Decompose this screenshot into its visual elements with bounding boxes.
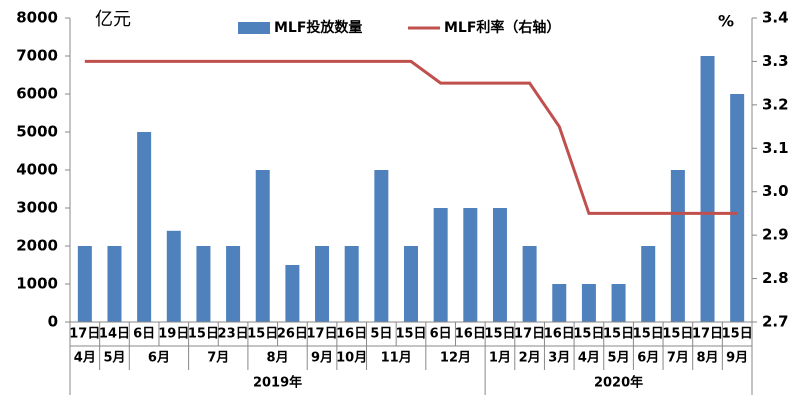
x-month-label: 8月 bbox=[267, 351, 289, 366]
x-day-label: 14日 bbox=[99, 327, 130, 342]
x-month-label: 4月 bbox=[74, 351, 96, 366]
legend-label: MLF利率（右轴） bbox=[444, 19, 560, 36]
x-month-label: 6月 bbox=[637, 351, 659, 366]
bar bbox=[700, 56, 715, 322]
y2-unit: % bbox=[718, 12, 734, 31]
x-day-label: 23日 bbox=[218, 327, 249, 342]
x-month-label: 2月 bbox=[519, 351, 541, 366]
y-tick-label: 6000 bbox=[16, 85, 58, 103]
bar bbox=[196, 246, 211, 322]
bar bbox=[137, 132, 152, 322]
x-day-label: 15日 bbox=[188, 327, 219, 342]
x-day-label: 19日 bbox=[158, 327, 189, 342]
x-day-label: 15日 bbox=[633, 327, 664, 342]
x-day-label: 6日 bbox=[430, 327, 452, 342]
x-month-label: 10月 bbox=[336, 351, 367, 366]
x-month-label: 11月 bbox=[381, 351, 412, 366]
x-day-label: 16日 bbox=[544, 327, 575, 342]
x-day-label: 17日 bbox=[514, 327, 545, 342]
x-day-label: 15日 bbox=[722, 327, 753, 342]
bar bbox=[255, 170, 270, 322]
x-month-label: 3月 bbox=[548, 351, 570, 366]
bar bbox=[344, 246, 359, 322]
y-tick-label: 4000 bbox=[16, 161, 58, 179]
x-month-label: 7月 bbox=[667, 351, 689, 366]
x-month-label: 9月 bbox=[726, 351, 748, 366]
x-month-label: 1月 bbox=[489, 351, 511, 366]
x-day-label: 15日 bbox=[484, 327, 515, 342]
x-day-label: 15日 bbox=[247, 327, 278, 342]
bar bbox=[285, 265, 300, 322]
bar bbox=[107, 246, 122, 322]
bar bbox=[463, 208, 478, 322]
legend-swatch bbox=[238, 22, 270, 34]
x-day-label: 15日 bbox=[573, 327, 604, 342]
x-month-label: 5月 bbox=[608, 351, 630, 366]
x-day-label: 16日 bbox=[336, 327, 367, 342]
x-month-label: 8月 bbox=[696, 351, 718, 366]
legend-label: MLF投放数量 bbox=[274, 19, 362, 36]
bar bbox=[492, 208, 507, 322]
x-day-label: 15日 bbox=[662, 327, 693, 342]
y2-tick-label: 3.2 bbox=[762, 95, 789, 113]
bar bbox=[226, 246, 241, 322]
bar bbox=[433, 208, 448, 322]
bar bbox=[522, 246, 537, 322]
bar bbox=[166, 230, 181, 322]
bar bbox=[552, 284, 567, 322]
bar bbox=[315, 246, 330, 322]
bar bbox=[374, 170, 389, 322]
bar bbox=[730, 94, 745, 322]
x-day-label: 16日 bbox=[455, 327, 486, 342]
y-tick-label: 8000 bbox=[16, 9, 58, 27]
bar bbox=[77, 246, 92, 322]
rate-line bbox=[84, 59, 738, 215]
y-tick-label: 0 bbox=[48, 313, 58, 331]
x-month-label: 4月 bbox=[578, 351, 600, 366]
x-year-label: 2020年 bbox=[594, 375, 643, 391]
y2-tick-label: 3.4 bbox=[762, 9, 789, 27]
x-month-label: 7月 bbox=[207, 351, 229, 366]
x-day-label: 26日 bbox=[277, 327, 308, 342]
bar bbox=[611, 284, 626, 322]
y-unit: 亿元 bbox=[95, 9, 131, 30]
bar bbox=[670, 170, 685, 322]
y-tick-label: 7000 bbox=[16, 47, 58, 65]
bar bbox=[404, 246, 418, 322]
y2-tick-label: 3.0 bbox=[762, 182, 789, 200]
x-year-label: 2019年 bbox=[253, 375, 302, 391]
x-day-label: 17日 bbox=[69, 327, 100, 342]
y-tick-label: 2000 bbox=[16, 237, 58, 255]
x-month-label: 5月 bbox=[103, 351, 125, 366]
x-day-label: 15日 bbox=[395, 327, 426, 342]
y2-tick-label: 2.9 bbox=[762, 226, 789, 244]
y2-tick-label: 2.8 bbox=[762, 269, 789, 287]
y-tick-label: 3000 bbox=[16, 199, 58, 217]
y2-tick-label: 2.7 bbox=[762, 313, 789, 331]
x-day-label: 17日 bbox=[306, 327, 337, 342]
y-tick-label: 1000 bbox=[16, 275, 58, 293]
y-tick-label: 5000 bbox=[16, 123, 58, 141]
x-day-label: 17日 bbox=[692, 327, 723, 342]
x-month-label: 12月 bbox=[440, 351, 471, 366]
x-day-label: 6日 bbox=[133, 327, 155, 342]
y2-tick-label: 3.3 bbox=[762, 52, 789, 70]
bar bbox=[641, 246, 656, 322]
bar bbox=[581, 284, 596, 322]
x-day-label: 15日 bbox=[603, 327, 634, 342]
y2-tick-label: 3.1 bbox=[762, 139, 789, 157]
x-month-label: 6月 bbox=[148, 351, 170, 366]
x-month-label: 9月 bbox=[311, 351, 333, 366]
x-day-label: 5日 bbox=[370, 327, 392, 342]
